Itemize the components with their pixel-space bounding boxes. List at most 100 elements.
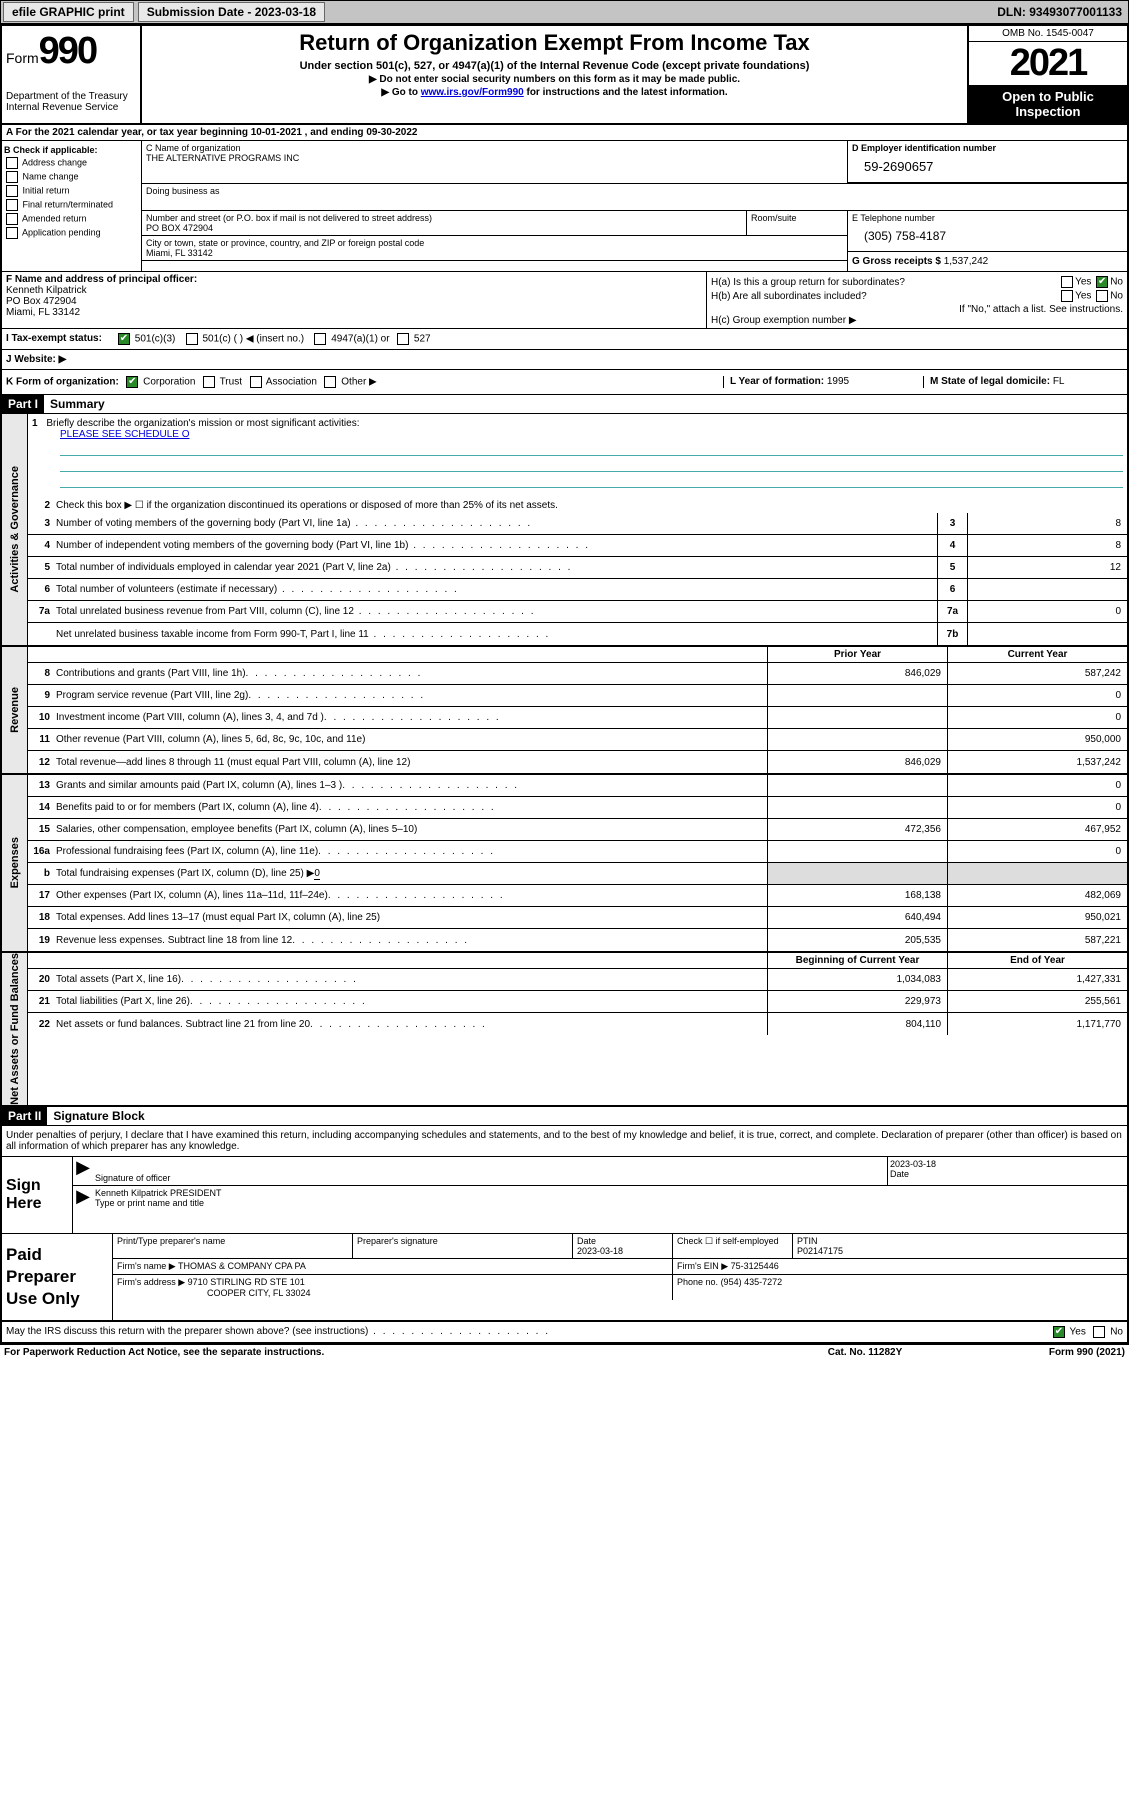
corp-label: Corporation bbox=[143, 377, 195, 388]
line4-text: Number of independent voting members of … bbox=[56, 538, 937, 553]
application-pending-label: Application pending bbox=[22, 227, 101, 237]
line13-prior bbox=[767, 775, 947, 796]
gross-receipts-value: 1,537,242 bbox=[944, 256, 989, 267]
schedule-o-link[interactable]: PLEASE SEE SCHEDULE O bbox=[60, 429, 190, 440]
527-checkbox[interactable] bbox=[397, 333, 409, 345]
line22-text: Net assets or fund balances. Subtract li… bbox=[56, 1013, 767, 1035]
department-label: Department of the Treasury Internal Reve… bbox=[6, 91, 136, 113]
line12-text: Total revenue—add lines 8 through 11 (mu… bbox=[56, 751, 767, 773]
hb-no-checkbox[interactable] bbox=[1096, 290, 1108, 302]
signature-date-label: Date bbox=[890, 1169, 1125, 1179]
submission-date-label: Submission Date - 2023-03-18 bbox=[138, 2, 325, 22]
city-label: City or town, state or province, country… bbox=[146, 238, 843, 248]
501c-label: 501(c) ( ) ◀ (insert no.) bbox=[202, 334, 304, 345]
assoc-checkbox[interactable] bbox=[250, 376, 262, 388]
line16a-prior bbox=[767, 841, 947, 862]
assoc-label: Association bbox=[266, 377, 317, 388]
part1-title: Summary bbox=[44, 395, 111, 413]
line6-box: 6 bbox=[937, 579, 967, 600]
line16a-num: 16a bbox=[28, 841, 56, 862]
line16b-value: 0 bbox=[314, 868, 320, 880]
prior-year-header: Prior Year bbox=[767, 647, 947, 662]
state-domicile-label: M State of legal domicile: bbox=[930, 376, 1050, 387]
goto-prefix: ▶ Go to bbox=[381, 87, 420, 98]
trust-checkbox[interactable] bbox=[203, 376, 215, 388]
ha-yes-checkbox[interactable] bbox=[1061, 276, 1073, 288]
final-return-checkbox[interactable] bbox=[6, 199, 18, 211]
amended-return-checkbox[interactable] bbox=[6, 213, 18, 225]
address-change-checkbox[interactable] bbox=[6, 157, 18, 169]
initial-return-checkbox[interactable] bbox=[6, 185, 18, 197]
other-label: Other ▶ bbox=[341, 377, 376, 388]
ha-no-label: No bbox=[1110, 277, 1123, 288]
form-word: Form bbox=[6, 50, 39, 66]
line18-current: 950,021 bbox=[947, 907, 1127, 928]
501c3-label: 501(c)(3) bbox=[135, 334, 176, 345]
line6-text: Total number of volunteers (estimate if … bbox=[56, 582, 937, 597]
line19-num: 19 bbox=[28, 929, 56, 951]
line9-prior bbox=[767, 685, 947, 706]
col-b-header: B Check if applicable: bbox=[4, 145, 139, 155]
year-formation-label: L Year of formation: bbox=[730, 376, 824, 387]
part2-header: Part II bbox=[2, 1107, 47, 1125]
501c3-checkbox[interactable]: ✔ bbox=[118, 333, 130, 345]
line3-value: 8 bbox=[967, 513, 1127, 534]
line22-num: 22 bbox=[28, 1013, 56, 1035]
firm-addr2: COOPER CITY, FL 33024 bbox=[207, 1288, 311, 1298]
line16b-text: Total fundraising expenses (Part IX, col… bbox=[56, 868, 314, 879]
527-label: 527 bbox=[414, 334, 431, 345]
line11-text: Other revenue (Part VIII, column (A), li… bbox=[56, 729, 767, 750]
line7b-text: Net unrelated business taxable income fr… bbox=[56, 627, 937, 642]
efile-graphic-print-button[interactable]: efile GRAPHIC print bbox=[3, 2, 134, 22]
tax-year-range: A For the 2021 calendar year, or tax yea… bbox=[2, 125, 421, 140]
name-arrow-icon: ▶ bbox=[73, 1186, 93, 1210]
application-pending-checkbox[interactable] bbox=[6, 227, 18, 239]
ha-yes-label: Yes bbox=[1075, 277, 1091, 288]
line18-text: Total expenses. Add lines 13–17 (must eq… bbox=[56, 907, 767, 928]
initial-return-label: Initial return bbox=[23, 185, 70, 195]
name-change-checkbox[interactable] bbox=[6, 171, 18, 183]
discuss-no-checkbox[interactable] bbox=[1093, 1326, 1105, 1338]
hb-note: If "No," attach a list. See instructions… bbox=[711, 304, 1123, 315]
line6-num: 6 bbox=[28, 584, 56, 595]
firm-ein-value: 75-3125446 bbox=[731, 1261, 779, 1271]
line8-text: Contributions and grants (Part VIII, lin… bbox=[56, 663, 767, 684]
city-value: Miami, FL 33142 bbox=[146, 248, 843, 258]
signature-officer-label: Signature of officer bbox=[95, 1173, 885, 1183]
line10-text: Investment income (Part VIII, column (A)… bbox=[56, 707, 767, 728]
firm-phone-value: (954) 435-7272 bbox=[721, 1277, 783, 1287]
line8-num: 8 bbox=[28, 663, 56, 684]
501c-checkbox[interactable] bbox=[186, 333, 198, 345]
other-checkbox[interactable] bbox=[324, 376, 336, 388]
discuss-text: May the IRS discuss this return with the… bbox=[6, 1326, 1051, 1338]
line16a-current: 0 bbox=[947, 841, 1127, 862]
discuss-yes-checkbox[interactable]: ✔ bbox=[1053, 1326, 1065, 1338]
hb-yes-checkbox[interactable] bbox=[1061, 290, 1073, 302]
line7a-box: 7a bbox=[937, 601, 967, 622]
line5-value: 12 bbox=[967, 557, 1127, 578]
officer-addr1: PO Box 472904 bbox=[6, 296, 702, 307]
line17-prior: 168,138 bbox=[767, 885, 947, 906]
expenses-tab: Expenses bbox=[2, 775, 28, 951]
form-title: Return of Organization Exempt From Incom… bbox=[150, 30, 959, 56]
corp-checkbox[interactable]: ✔ bbox=[126, 376, 138, 388]
4947-checkbox[interactable] bbox=[314, 333, 326, 345]
line10-num: 10 bbox=[28, 707, 56, 728]
line6-value bbox=[967, 579, 1127, 600]
line15-current: 467,952 bbox=[947, 819, 1127, 840]
tax-exempt-label: I Tax-exempt status: bbox=[2, 329, 112, 349]
line11-current: 950,000 bbox=[947, 729, 1127, 750]
dba-label: Doing business as bbox=[142, 184, 1127, 211]
officer-name-title: Kenneth Kilpatrick PRESIDENT bbox=[95, 1188, 1125, 1198]
irs-link[interactable]: www.irs.gov/Form990 bbox=[421, 87, 524, 98]
ha-label: H(a) Is this a group return for subordin… bbox=[711, 277, 905, 288]
firm-phone-label: Phone no. bbox=[677, 1277, 718, 1287]
ha-no-checkbox[interactable]: ✔ bbox=[1096, 276, 1108, 288]
line10-current: 0 bbox=[947, 707, 1127, 728]
line13-current: 0 bbox=[947, 775, 1127, 796]
goto-suffix: for instructions and the latest informat… bbox=[524, 87, 728, 98]
year-formation-value: 1995 bbox=[827, 376, 849, 387]
line14-num: 14 bbox=[28, 797, 56, 818]
firm-addr-label: Firm's address ▶ bbox=[117, 1277, 185, 1287]
line13-num: 13 bbox=[28, 775, 56, 796]
